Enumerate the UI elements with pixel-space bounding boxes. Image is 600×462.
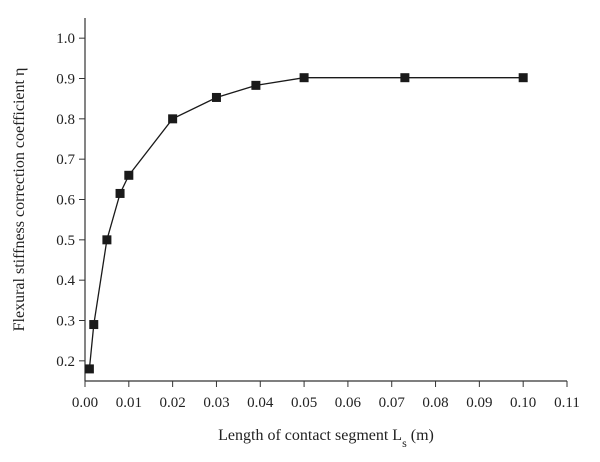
data-point <box>518 73 528 83</box>
data-point <box>124 170 134 180</box>
data-point <box>84 364 94 374</box>
x-tick-label: 0.10 <box>510 395 536 411</box>
x-tick-label: 0.00 <box>72 395 98 411</box>
x-tick-label: 0.04 <box>247 395 274 411</box>
data-point <box>89 320 99 330</box>
y-tick-label: 0.5 <box>56 233 75 249</box>
data-point <box>211 92 221 102</box>
x-axis-title-main: Length of contact segment L <box>218 427 402 444</box>
x-tick-label: 0.08 <box>422 395 448 411</box>
x-tick-label: 0.01 <box>116 395 142 411</box>
x-tick-label: 0.09 <box>466 395 492 411</box>
x-tick-label: 0.07 <box>379 395 406 411</box>
axes: 0.00 0.01 0.02 0.03 0.04 0.05 0.06 0.07 0.08 0.09… <box>56 18 580 411</box>
x-tick-label: 0.03 <box>203 395 229 411</box>
y-tick-label: 0.6 <box>56 193 75 209</box>
y-tick-label: 0.2 <box>56 354 75 370</box>
data-point <box>251 80 261 90</box>
series <box>84 73 528 374</box>
data-point <box>299 73 309 83</box>
y-tick-label: 1.0 <box>56 31 75 47</box>
axis-labels: Length of contact segment Ls (m) Flexura… <box>11 68 434 450</box>
y-axis-title: Flexural stiffness correction coefficien… <box>11 68 28 332</box>
data-point <box>168 114 178 124</box>
x-tick-label: 0.05 <box>291 395 317 411</box>
y-tick-label: 0.9 <box>56 72 75 88</box>
series-line <box>88 77 524 369</box>
y-tick-label: 0.3 <box>56 314 75 330</box>
x-tick-label: 0.11 <box>554 395 580 411</box>
x-axis-title-unit: (m) <box>407 427 434 444</box>
x-tick-label: 0.02 <box>160 395 186 411</box>
y-tick-label: 0.8 <box>56 112 75 128</box>
y-tick-label: 0.7 <box>56 152 75 168</box>
x-tick-label: 0.06 <box>335 395 362 411</box>
y-tick-label: 0.4 <box>56 273 75 289</box>
data-point <box>400 73 410 83</box>
x-axis-title: Length of contact segment Ls (m) <box>218 427 434 450</box>
data-point <box>115 188 125 198</box>
data-point <box>102 235 112 245</box>
x-axis-title-subscript: s <box>402 436 407 450</box>
